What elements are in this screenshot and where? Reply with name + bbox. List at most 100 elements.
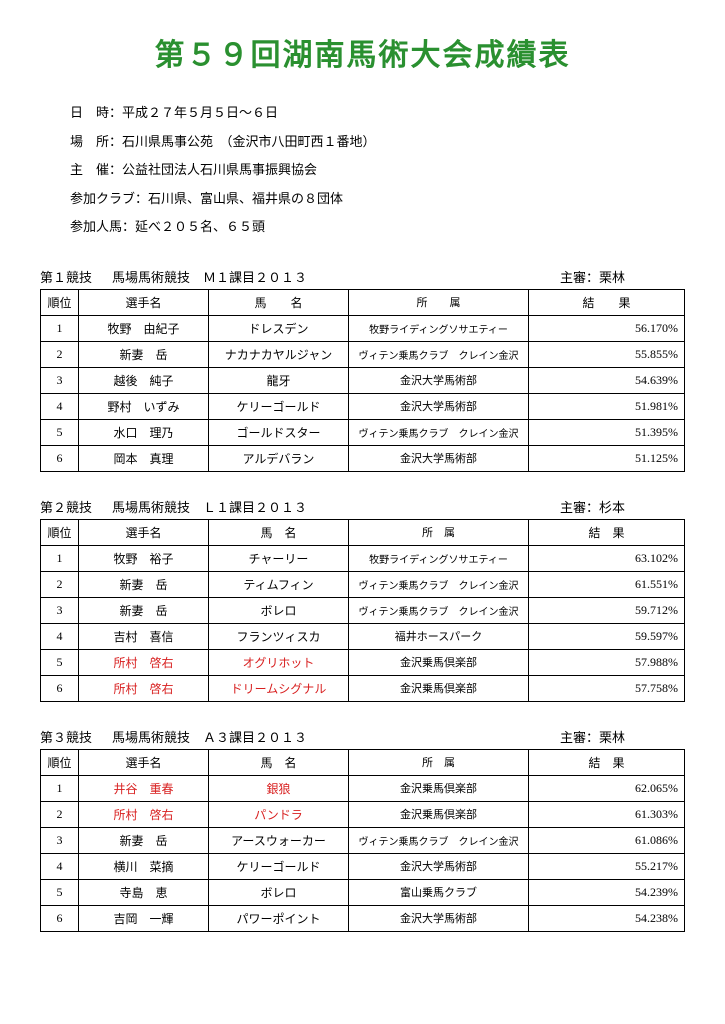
cell-player: 新妻 岳	[79, 341, 209, 367]
cell-org: ヴィテン乗馬クラブ クレイン金沢	[349, 571, 529, 597]
th-player: 選手名	[79, 749, 209, 775]
event-label: 第３競技	[40, 727, 92, 746]
meta-host: 主 催：公益社団法人石川県馬事振興協会	[70, 156, 685, 185]
table-row: 3新妻 岳ボレロヴィテン乗馬クラブ クレイン金沢59.712%	[41, 597, 685, 623]
cell-rank: 6	[41, 905, 79, 931]
cell-horse: 銀狼	[209, 775, 349, 801]
event-block: 第２競技馬場馬術競技 Ｌ１課目２０１３主審：杉本順位選手名馬 名所 属結 果1牧…	[40, 497, 685, 702]
cell-rank: 2	[41, 341, 79, 367]
cell-rank: 4	[41, 623, 79, 649]
cell-rank: 3	[41, 367, 79, 393]
th-result: 結 果	[529, 289, 685, 315]
cell-horse: ドレスデン	[209, 315, 349, 341]
cell-rank: 4	[41, 393, 79, 419]
cell-org: 牧野ライディングソサエティー	[349, 545, 529, 571]
th-horse: 馬 名	[209, 749, 349, 775]
table-row: 2新妻 岳ナカナカヤルジャンヴィテン乗馬クラブ クレイン金沢55.855%	[41, 341, 685, 367]
cell-result: 51.981%	[529, 393, 685, 419]
cell-org: 金沢大学馬術部	[349, 445, 529, 471]
cell-player: 水口 理乃	[79, 419, 209, 445]
cell-result: 61.303%	[529, 801, 685, 827]
cell-result: 62.065%	[529, 775, 685, 801]
table-row: 5寺島 恵ボレロ富山乗馬クラブ54.239%	[41, 879, 685, 905]
cell-horse: ゴールドスター	[209, 419, 349, 445]
cell-player: 新妻 岳	[79, 597, 209, 623]
cell-player: 牧野 由紀子	[79, 315, 209, 341]
cell-org: ヴィテン乗馬クラブ クレイン金沢	[349, 597, 529, 623]
cell-player: 新妻 岳	[79, 827, 209, 853]
cell-horse: チャーリー	[209, 545, 349, 571]
th-result: 結 果	[529, 749, 685, 775]
event-header: 第１競技馬場馬術競技 Ｍ１課目２０１３主審：栗林	[40, 267, 685, 286]
cell-rank: 2	[41, 801, 79, 827]
cell-result: 57.988%	[529, 649, 685, 675]
th-player: 選手名	[79, 289, 209, 315]
cell-result: 51.395%	[529, 419, 685, 445]
table-row: 2所村 啓右パンドラ金沢乗馬倶楽部61.303%	[41, 801, 685, 827]
cell-player: 牧野 裕子	[79, 545, 209, 571]
cell-rank: 1	[41, 775, 79, 801]
table-row: 5水口 理乃ゴールドスターヴィテン乗馬クラブ クレイン金沢51.395%	[41, 419, 685, 445]
th-horse: 馬 名	[209, 289, 349, 315]
th-rank: 順位	[41, 289, 79, 315]
th-org: 所 属	[349, 749, 529, 775]
table-row: 1牧野 由紀子ドレスデン牧野ライディングソサエティー56.170%	[41, 315, 685, 341]
table-row: 1井谷 重春銀狼金沢乗馬倶楽部62.065%	[41, 775, 685, 801]
table-row: 1牧野 裕子チャーリー牧野ライディングソサエティー63.102%	[41, 545, 685, 571]
cell-horse: パンドラ	[209, 801, 349, 827]
cell-horse: フランツィスカ	[209, 623, 349, 649]
th-horse: 馬 名	[209, 519, 349, 545]
cell-org: 金沢大学馬術部	[349, 905, 529, 931]
event-title: 馬場馬術競技 Ｌ１課目２０１３	[112, 497, 560, 516]
cell-horse: ボレロ	[209, 597, 349, 623]
cell-player: 井谷 重春	[79, 775, 209, 801]
cell-result: 56.170%	[529, 315, 685, 341]
cell-player: 所村 啓右	[79, 801, 209, 827]
event-title: 馬場馬術競技 Ａ３課目２０１３	[112, 727, 560, 746]
cell-horse: ティムフィン	[209, 571, 349, 597]
cell-player: 吉村 喜信	[79, 623, 209, 649]
event-header: 第３競技 馬場馬術競技 Ａ３課目２０１３主審：栗林	[40, 727, 685, 746]
event-block: 第１競技馬場馬術競技 Ｍ１課目２０１３主審：栗林順位選手名馬 名所 属結 果1牧…	[40, 267, 685, 472]
cell-horse: ケリーゴールド	[209, 393, 349, 419]
results-table: 順位選手名馬 名所 属結 果1井谷 重春銀狼金沢乗馬倶楽部62.065%2所村 …	[40, 749, 685, 932]
cell-result: 59.712%	[529, 597, 685, 623]
cell-rank: 2	[41, 571, 79, 597]
cell-org: ヴィテン乗馬クラブ クレイン金沢	[349, 827, 529, 853]
th-player: 選手名	[79, 519, 209, 545]
cell-org: 金沢大学馬術部	[349, 393, 529, 419]
meta-clubs: 参加クラブ：石川県、富山県、福井県の８団体	[70, 185, 685, 214]
table-row: 4野村 いずみケリーゴールド金沢大学馬術部51.981%	[41, 393, 685, 419]
cell-result: 55.855%	[529, 341, 685, 367]
event-title: 馬場馬術競技 Ｍ１課目２０１３	[112, 267, 560, 286]
table-row: 3越後 純子龍牙金沢大学馬術部54.639%	[41, 367, 685, 393]
th-result: 結 果	[529, 519, 685, 545]
th-rank: 順位	[41, 749, 79, 775]
cell-org: ヴィテン乗馬クラブ クレイン金沢	[349, 419, 529, 445]
cell-rank: 3	[41, 597, 79, 623]
table-row: 3新妻 岳アースウォーカーヴィテン乗馬クラブ クレイン金沢61.086%	[41, 827, 685, 853]
event-header: 第２競技馬場馬術競技 Ｌ１課目２０１３主審：杉本	[40, 497, 685, 516]
cell-result: 57.758%	[529, 675, 685, 701]
table-row: 4横川 菜摘ケリーゴールド金沢大学馬術部55.217%	[41, 853, 685, 879]
event-judge: 主審：栗林	[560, 727, 625, 746]
cell-rank: 4	[41, 853, 79, 879]
cell-player: 寺島 恵	[79, 879, 209, 905]
cell-org: 牧野ライディングソサエティー	[349, 315, 529, 341]
cell-horse: ドリームシグナル	[209, 675, 349, 701]
cell-result: 51.125%	[529, 445, 685, 471]
cell-horse: ナカナカヤルジャン	[209, 341, 349, 367]
cell-player: 所村 啓右	[79, 675, 209, 701]
cell-player: 岡本 真理	[79, 445, 209, 471]
cell-rank: 6	[41, 445, 79, 471]
cell-result: 54.238%	[529, 905, 685, 931]
table-row: 6吉岡 一輝パワーポイント金沢大学馬術部54.238%	[41, 905, 685, 931]
table-header-row: 順位選手名馬 名所 属結 果	[41, 519, 685, 545]
table-header-row: 順位選手名馬 名所 属結 果	[41, 289, 685, 315]
th-org: 所 属	[349, 289, 529, 315]
event-judge: 主審：栗林	[560, 267, 625, 286]
results-table: 順位選手名馬 名所 属結 果1牧野 裕子チャーリー牧野ライディングソサエティー6…	[40, 519, 685, 702]
cell-player: 所村 啓右	[79, 649, 209, 675]
cell-result: 63.102%	[529, 545, 685, 571]
meta-participants: 参加人馬：延べ２０５名、６５頭	[70, 213, 685, 242]
